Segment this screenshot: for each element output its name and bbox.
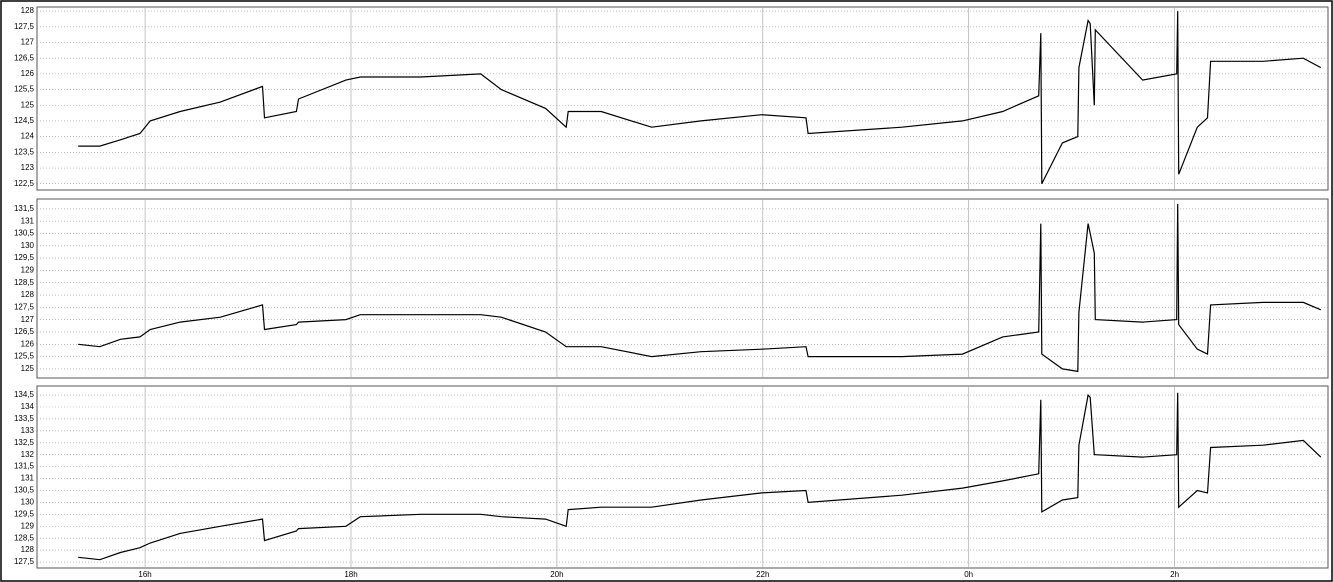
y-tick-label: 129 xyxy=(21,521,35,530)
y-tick-label: 123,5 xyxy=(14,147,35,156)
x-tick-label: 16h xyxy=(138,570,151,579)
y-tick-label: 130 xyxy=(21,498,35,507)
y-tick-label: 129,5 xyxy=(14,253,35,262)
y-tick-label: 130,5 xyxy=(14,229,35,238)
y-tick-label: 130 xyxy=(21,241,35,250)
y-tick-label: 126 xyxy=(21,339,35,348)
x-tick-label: 20h xyxy=(550,570,563,579)
y-tick-label: 125 xyxy=(21,100,35,109)
y-tick-label: 131,5 xyxy=(14,204,35,213)
plot-area xyxy=(36,198,1329,379)
y-tick-label: 133,5 xyxy=(14,414,35,423)
y-tick-label: 125,5 xyxy=(14,85,35,94)
y-tick-label: 127,5 xyxy=(14,557,35,566)
y-tick-label: 134,5 xyxy=(14,390,35,399)
x-tick-label: 2h xyxy=(1170,570,1179,579)
y-tick-label: 124 xyxy=(21,132,35,141)
y-tick-label: 128 xyxy=(21,545,35,554)
y-tick-label: 129 xyxy=(21,266,35,275)
x-tick-label: 22h xyxy=(756,570,769,579)
y-tick-label: 134 xyxy=(21,402,35,411)
y-tick-label: 125,5 xyxy=(14,352,35,361)
y-tick-label: 122,5 xyxy=(14,179,35,188)
y-tick-label: 131 xyxy=(21,216,35,225)
y-tick-label: 130,5 xyxy=(14,486,35,495)
plot-area xyxy=(36,385,1329,569)
y-tick-label: 131,5 xyxy=(14,462,35,471)
y-tick-label: 126,5 xyxy=(14,53,35,62)
y-tick-label: 124,5 xyxy=(14,116,35,125)
y-tick-label: 123 xyxy=(21,163,35,172)
line-series xyxy=(78,203,1322,373)
y-tick-label: 128 xyxy=(21,290,35,299)
y-tick-label: 127 xyxy=(21,38,35,47)
y-tick-label: 126 xyxy=(21,69,35,78)
y-tick-label: 131 xyxy=(21,474,35,483)
line-series xyxy=(78,392,1322,561)
y-tick-label: 126,5 xyxy=(14,327,35,336)
y-tick-label: 133 xyxy=(21,426,35,435)
y-tick-label: 128,5 xyxy=(14,278,35,287)
y-tick-label: 127,5 xyxy=(14,22,35,31)
y-tick-label: 129,5 xyxy=(14,509,35,518)
y-tick-label: 128,5 xyxy=(14,533,35,542)
y-tick-label: 132 xyxy=(21,450,35,459)
x-tick-label: 0h xyxy=(964,570,973,579)
x-tick-label: 18h xyxy=(344,570,357,579)
line-series xyxy=(78,11,1322,184)
y-tick-label: 127 xyxy=(21,315,35,324)
plot-area xyxy=(36,6,1329,191)
y-tick-label: 127,5 xyxy=(14,302,35,311)
y-tick-label: 132,5 xyxy=(14,438,35,447)
y-tick-label: 128 xyxy=(21,6,35,15)
y-tick-label: 125 xyxy=(21,364,35,373)
